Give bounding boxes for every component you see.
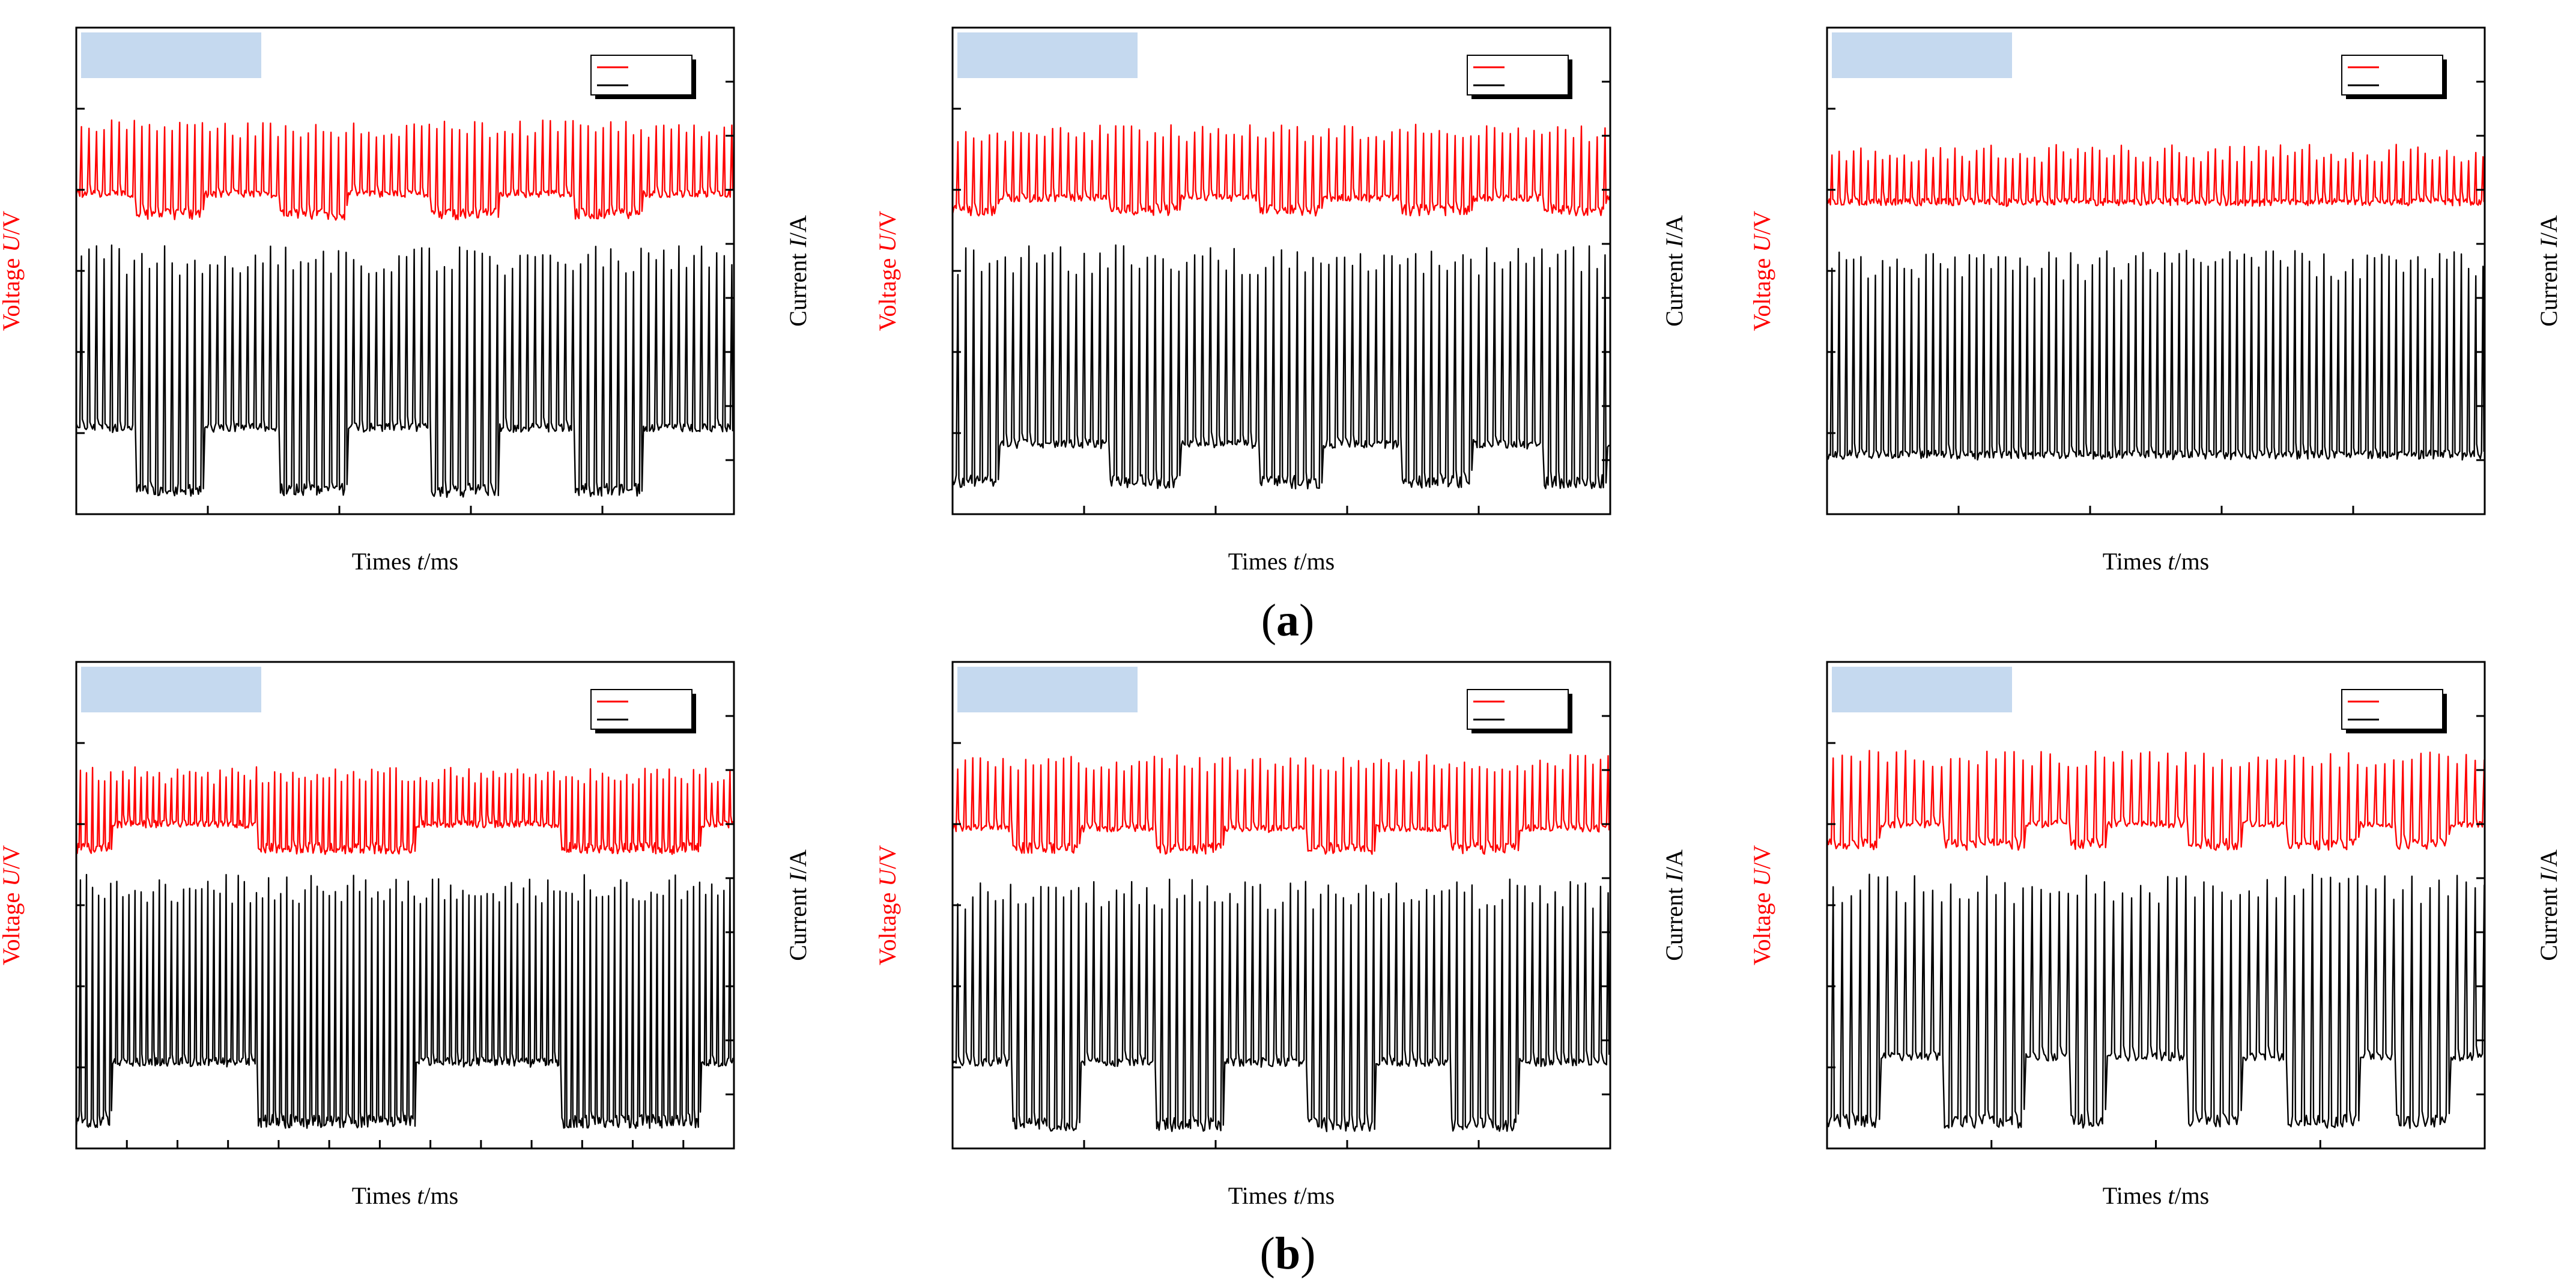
current-trace xyxy=(75,244,734,498)
current-trace xyxy=(1826,873,2485,1129)
sample-label-box xyxy=(957,32,1138,78)
sample-label-box xyxy=(81,32,261,78)
y-right-axis-title: Current I/A xyxy=(784,849,811,961)
y-left-axis-title: Voltage U/V xyxy=(1748,845,1775,965)
chart-a-3: Times t/ms Voltage U/V Current I/A xyxy=(1748,26,2562,575)
sample-label-box xyxy=(957,667,1138,712)
y-left-axis-title: Voltage U/V xyxy=(1748,211,1775,331)
plot-frame xyxy=(75,661,735,1150)
legend-box xyxy=(2341,55,2443,96)
y-right-axis-title: Current I/A xyxy=(784,215,811,327)
panel-label-b: (b) xyxy=(1260,1228,1316,1279)
legend-box xyxy=(2341,689,2443,730)
sample-label-box xyxy=(1832,32,2012,78)
y-right-axis-title: Current I/A xyxy=(2535,215,2562,327)
plot-frame xyxy=(75,26,735,515)
x-axis-title: Times t/ms xyxy=(352,1182,459,1209)
y-left-axis-title: Voltage U/V xyxy=(0,211,25,331)
voltage-trace xyxy=(1826,750,2485,851)
chart-a-1: Times t/ms Voltage U/V Current I/A xyxy=(0,26,811,575)
voltage-trace xyxy=(951,124,1611,217)
sample-label-box xyxy=(1832,667,2012,712)
legend-box xyxy=(590,55,692,96)
legend xyxy=(1467,689,1572,733)
legend xyxy=(2341,689,2447,733)
current-trace xyxy=(1826,249,2485,461)
legend xyxy=(590,55,696,99)
y-left-axis-title: Voltage U/V xyxy=(874,845,901,965)
panel-label-a: (a) xyxy=(1261,595,1315,646)
x-axis-title: Times t/ms xyxy=(352,548,459,575)
voltage-trace xyxy=(951,754,1610,855)
chart-b-2: Times t/ms Voltage U/V Current I/A xyxy=(874,661,1688,1209)
y-right-axis-title: Current I/A xyxy=(2535,849,2562,961)
y-left-axis-title: Voltage U/V xyxy=(0,845,25,965)
chart-b-3: Times t/ms Voltage U/V Current I/A xyxy=(1748,661,2562,1209)
x-axis-title: Times t/ms xyxy=(1228,1182,1335,1209)
current-trace xyxy=(951,878,1610,1132)
legend-box xyxy=(1467,689,1569,730)
voltage-trace xyxy=(1826,144,2485,207)
chart-b-1: Times t/ms Voltage U/V Current I/A xyxy=(0,661,811,1209)
current-trace xyxy=(951,244,1611,490)
voltage-trace xyxy=(75,119,734,221)
y-right-axis-title: Current I/A xyxy=(1661,849,1688,961)
legend-box xyxy=(590,689,692,730)
plot-frame xyxy=(951,661,1611,1150)
sample-label-box xyxy=(81,667,261,712)
legend xyxy=(2341,55,2447,99)
current-trace xyxy=(75,873,735,1129)
y-right-axis-title: Current I/A xyxy=(1661,215,1688,327)
voltage-trace xyxy=(75,766,735,855)
legend-box xyxy=(1467,55,1569,96)
y-left-axis-title: Voltage U/V xyxy=(874,211,901,331)
x-axis-title: Times t/ms xyxy=(1228,548,1335,575)
legend xyxy=(590,689,696,733)
legend xyxy=(1467,55,1572,99)
x-axis-title: Times t/ms xyxy=(2103,1182,2210,1209)
chart-a-2: Times t/ms Voltage U/V Current I/A xyxy=(874,26,1688,575)
x-axis-title: Times t/ms xyxy=(2103,548,2210,575)
plot-frame xyxy=(1826,661,2486,1150)
